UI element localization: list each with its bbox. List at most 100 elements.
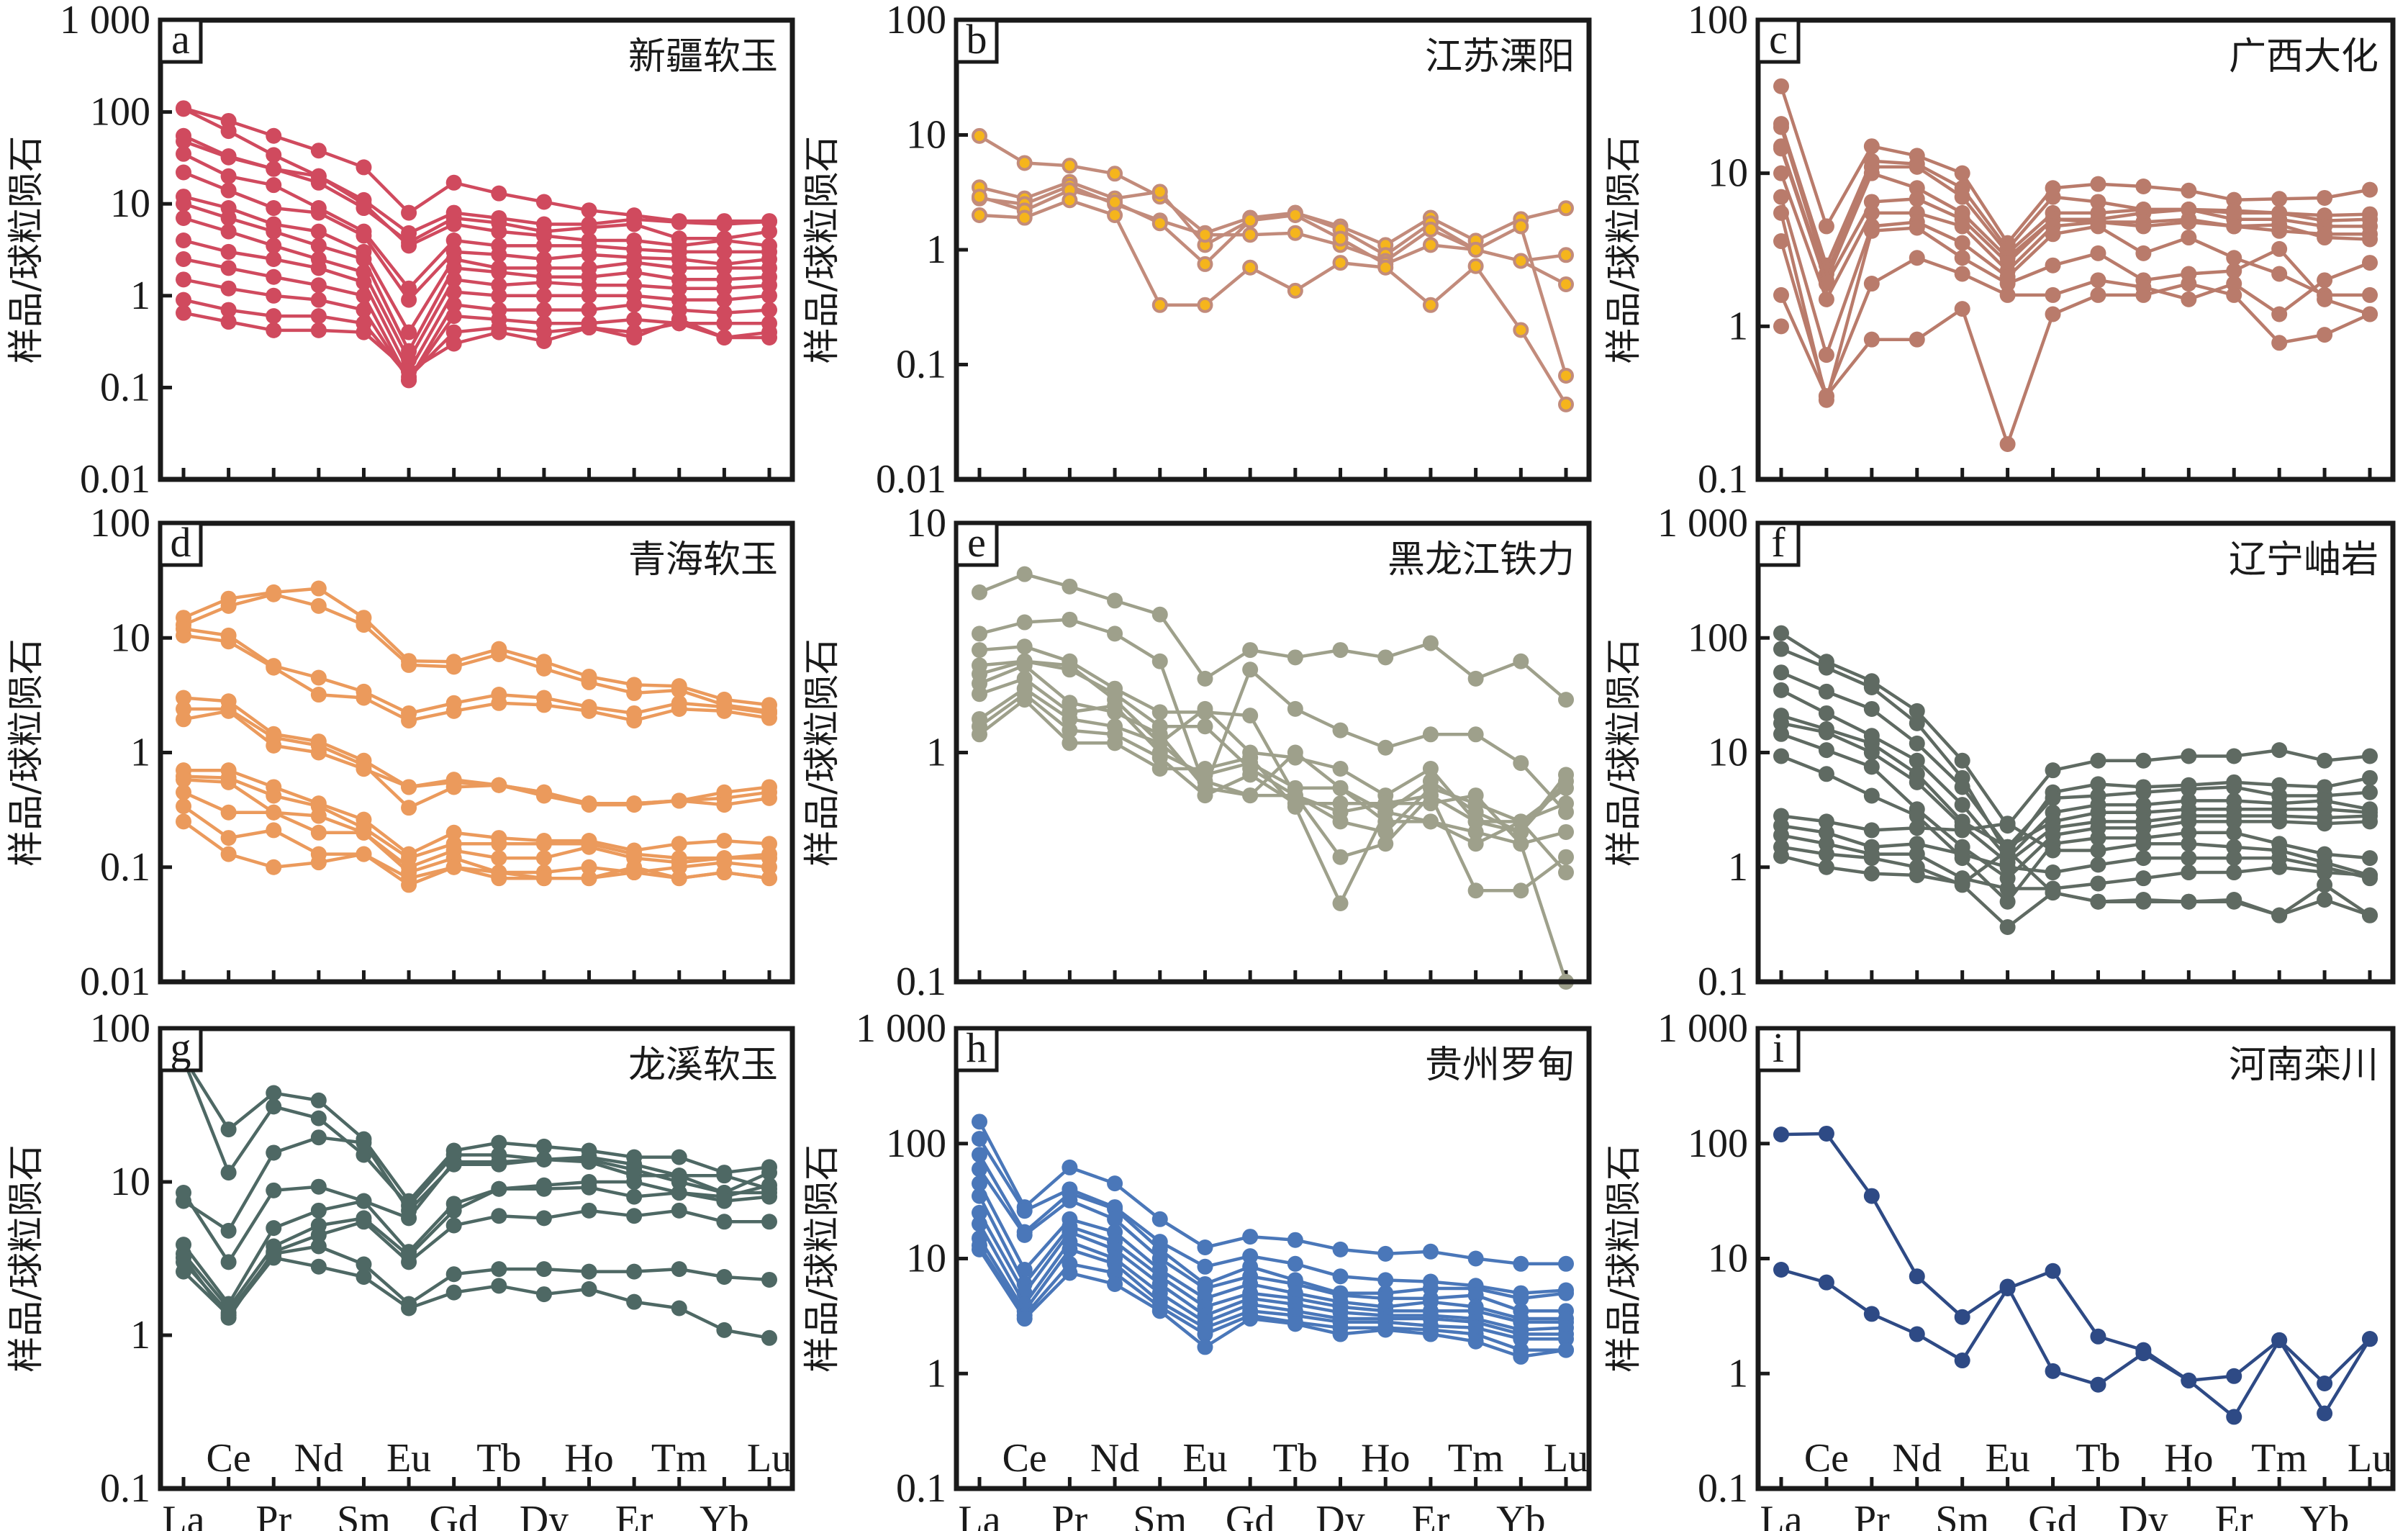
- panel-title: 辽宁岫岩: [2229, 538, 2378, 582]
- series-h-11: [972, 1241, 1574, 1365]
- y-tick-label: 10: [906, 113, 946, 158]
- y-tick-label: 100: [886, 1121, 946, 1166]
- data-point: [1773, 748, 1789, 764]
- data-point: [1377, 259, 1394, 276]
- y-tick-label: 10: [110, 615, 150, 660]
- data-point: [220, 123, 237, 140]
- data-point: [1332, 795, 1349, 812]
- plot-frame: [1755, 1026, 2396, 1491]
- data-point: [1863, 822, 1880, 839]
- data-point: [1773, 827, 1789, 844]
- data-point: [1513, 1290, 1529, 1306]
- data-point: [626, 311, 643, 328]
- data-point: [356, 196, 372, 212]
- y-tick-label: 10: [906, 501, 946, 546]
- data-point: [2181, 214, 2197, 230]
- data-point: [1197, 227, 1213, 243]
- x-tick-label: Er: [615, 1498, 653, 1531]
- data-point: [1513, 253, 1529, 269]
- data-point: [1909, 735, 1925, 751]
- data-point: [310, 204, 327, 221]
- data-point: [972, 686, 987, 703]
- data-point: [1422, 237, 1439, 253]
- data-point: [535, 274, 552, 291]
- data-point: [716, 292, 733, 308]
- y-axis-label: 样品/球粒陨石: [801, 638, 843, 867]
- panel-letter: g: [171, 1024, 191, 1071]
- data-point: [1773, 165, 1789, 181]
- data-point: [1016, 209, 1033, 226]
- data-point: [1773, 664, 1789, 681]
- data-point: [1818, 347, 1834, 363]
- data-point: [581, 320, 597, 336]
- series-i-2: [1773, 1261, 2378, 1425]
- data-point: [401, 363, 417, 379]
- data-point: [491, 185, 507, 202]
- y-axis-label: 样品/球粒陨石: [1603, 136, 1644, 364]
- data-point: [266, 177, 282, 194]
- data-point: [972, 1114, 987, 1130]
- data-point: [2135, 836, 2152, 852]
- data-point: [1062, 722, 1078, 739]
- data-point: [356, 1134, 372, 1151]
- data-point: [176, 145, 191, 162]
- x-tick-label: Tm: [2251, 1436, 2307, 1481]
- data-point: [2045, 790, 2061, 806]
- data-point: [716, 280, 733, 297]
- data-point: [310, 1092, 327, 1108]
- data-point: [220, 260, 237, 276]
- data-point: [1954, 822, 1970, 839]
- data-point: [266, 1250, 282, 1266]
- data-point: [176, 690, 191, 706]
- x-tick-label: Yb: [1496, 1498, 1545, 1531]
- data-point: [1909, 867, 1925, 883]
- data-point: [972, 642, 987, 659]
- panel-d: 样品/球粒陨石 0.01 0.1 1 10 100 d 青海软玉: [5, 501, 795, 1004]
- data-point: [535, 836, 552, 852]
- data-point: [1818, 766, 1834, 782]
- x-tick-label: Nd: [294, 1436, 343, 1481]
- data-point: [220, 209, 237, 226]
- data-point: [2090, 875, 2106, 892]
- data-point: [2362, 850, 2378, 867]
- data-point: [1909, 250, 1925, 266]
- data-point: [2090, 286, 2106, 303]
- series-a-14: [176, 304, 777, 379]
- data-point: [671, 1185, 687, 1201]
- data-point: [445, 284, 462, 300]
- data-point: [220, 804, 237, 821]
- data-point: [972, 1147, 987, 1163]
- data-point: [581, 703, 597, 719]
- data-point: [220, 314, 237, 330]
- data-point: [1197, 787, 1213, 804]
- panel-letter-box: [158, 521, 203, 567]
- data-point: [356, 690, 372, 706]
- data-point: [310, 260, 327, 276]
- data-point: [176, 1185, 191, 1201]
- x-tick-label: Er: [1411, 1498, 1449, 1531]
- data-point: [1818, 218, 1834, 235]
- data-point: [445, 1202, 462, 1219]
- y-tick-label: 0.1: [1698, 1466, 1748, 1511]
- data-point: [2362, 231, 2378, 248]
- data-point: [671, 260, 687, 276]
- data-point: [1954, 301, 1970, 317]
- data-point: [1863, 331, 1880, 348]
- data-point: [671, 1202, 687, 1219]
- data-point: [491, 850, 507, 867]
- data-point: [1151, 735, 1168, 751]
- data-point: [1863, 222, 1880, 239]
- data-point: [1773, 1126, 1789, 1143]
- data-point: [1513, 1348, 1529, 1365]
- data-point: [491, 223, 507, 240]
- data-point: [491, 870, 507, 887]
- data-point: [2317, 877, 2333, 893]
- x-tick-label: Yb: [700, 1498, 748, 1531]
- data-point: [2181, 893, 2197, 910]
- data-point: [535, 660, 552, 677]
- data-point: [2045, 257, 2061, 274]
- data-point: [972, 1161, 987, 1178]
- data-point: [2045, 885, 2061, 901]
- data-point: [2181, 824, 2197, 841]
- data-point: [2135, 1342, 2152, 1358]
